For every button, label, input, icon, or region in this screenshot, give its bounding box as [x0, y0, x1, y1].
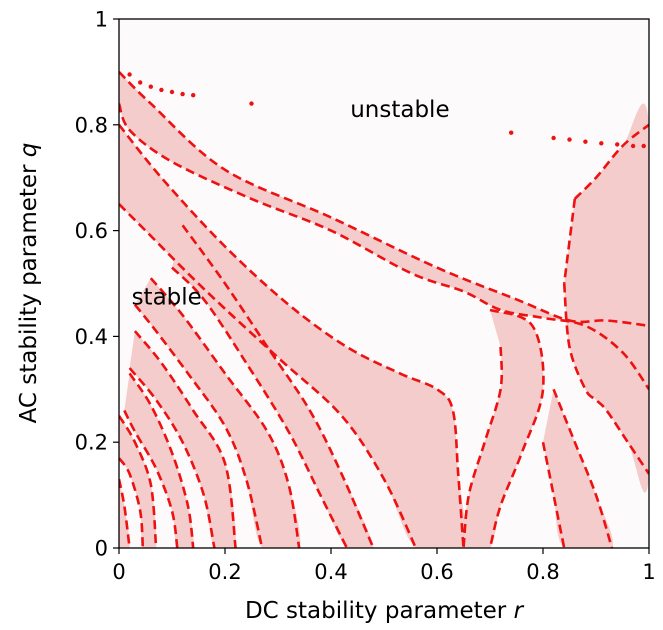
plot-frame	[118, 18, 650, 549]
stable-region-6	[124, 373, 194, 548]
scatter-point-1	[127, 72, 132, 77]
y-axis-ticks: 0 0.2 0.4 0.6 0.8 1	[75, 8, 119, 561]
scatter-point-14	[615, 142, 620, 147]
y-tick-label: 0.4	[75, 325, 108, 349]
boundary-line-19	[573, 123, 649, 200]
scatter-point-16	[641, 143, 646, 149]
scatter-point-10	[551, 135, 556, 141]
y-tick-label: 1	[95, 8, 108, 32]
boundary-line-7	[149, 277, 301, 548]
stable-region-9	[462, 309, 544, 548]
x-tick-label: 1	[642, 560, 655, 584]
boundary-line-6	[171, 266, 349, 548]
boundary-line-5	[181, 224, 375, 548]
scatter-point-6	[180, 91, 185, 97]
x-tick-label: 0.4	[314, 560, 347, 584]
boundary-line-3	[119, 123, 465, 548]
x-tick-label: 0.6	[420, 560, 453, 584]
x-tick-label: 0.8	[526, 560, 559, 584]
boundary-line-20	[562, 198, 577, 284]
annotations: unstable stable	[132, 97, 450, 311]
boundary-line-18	[562, 283, 649, 475]
y-tick-label: 0.6	[75, 219, 108, 243]
scatter-point-11	[567, 137, 572, 142]
boundary-line-12	[123, 409, 179, 548]
stability-boundaries	[119, 70, 649, 548]
x-tick-label: 0	[112, 560, 125, 584]
scatter-points	[127, 72, 646, 149]
y-tick-label: 0.8	[75, 113, 108, 137]
boundary-line-9	[133, 330, 237, 548]
stable-region-2	[119, 124, 466, 548]
y-tick-label: 0.2	[75, 431, 108, 455]
scatter-point-4	[159, 87, 164, 93]
boundary-line-4	[119, 203, 417, 548]
boundary-line-14	[119, 457, 145, 548]
stable-region-4	[134, 278, 301, 548]
boundary-line-17	[462, 346, 504, 548]
y-tick-label: 0	[95, 537, 108, 561]
boundary-line-11	[128, 372, 195, 548]
scatter-point-7	[191, 93, 196, 98]
x-tick-label: 0.2	[208, 560, 241, 584]
annotation-stable: stable	[132, 285, 202, 311]
scatter-point-9	[509, 130, 514, 135]
boundary-line-16	[488, 308, 545, 548]
scatter-point-13	[599, 141, 604, 146]
scatter-point-5	[169, 89, 175, 95]
stable-region-10	[564, 103, 649, 493]
stable-region-5	[129, 331, 236, 548]
stable-region-1	[119, 71, 649, 390]
scatter-point-3	[148, 84, 153, 89]
stable-region-11	[543, 389, 613, 548]
x-axis-title: DC stability parameter r	[245, 598, 525, 624]
y-axis-title: AC stability parameter q	[16, 143, 42, 424]
boundary-line-2	[119, 103, 649, 391]
annotation-unstable: unstable	[350, 97, 449, 123]
stable-regions	[119, 71, 649, 548]
boundary-line-8	[133, 303, 264, 548]
scatter-point-12	[583, 139, 588, 144]
stable-region-7	[119, 415, 157, 548]
scatter-point-8	[249, 101, 254, 106]
x-axis-ticks: 0 0.2 0.4 0.6 0.8 1	[112, 548, 656, 584]
boundary-line-1	[119, 70, 649, 328]
scatter-point-2	[138, 80, 143, 85]
boundary-line-21	[552, 388, 614, 548]
scatter-point-15	[630, 143, 636, 149]
boundary-line-15	[119, 478, 131, 548]
boundary-line-10	[128, 367, 216, 548]
